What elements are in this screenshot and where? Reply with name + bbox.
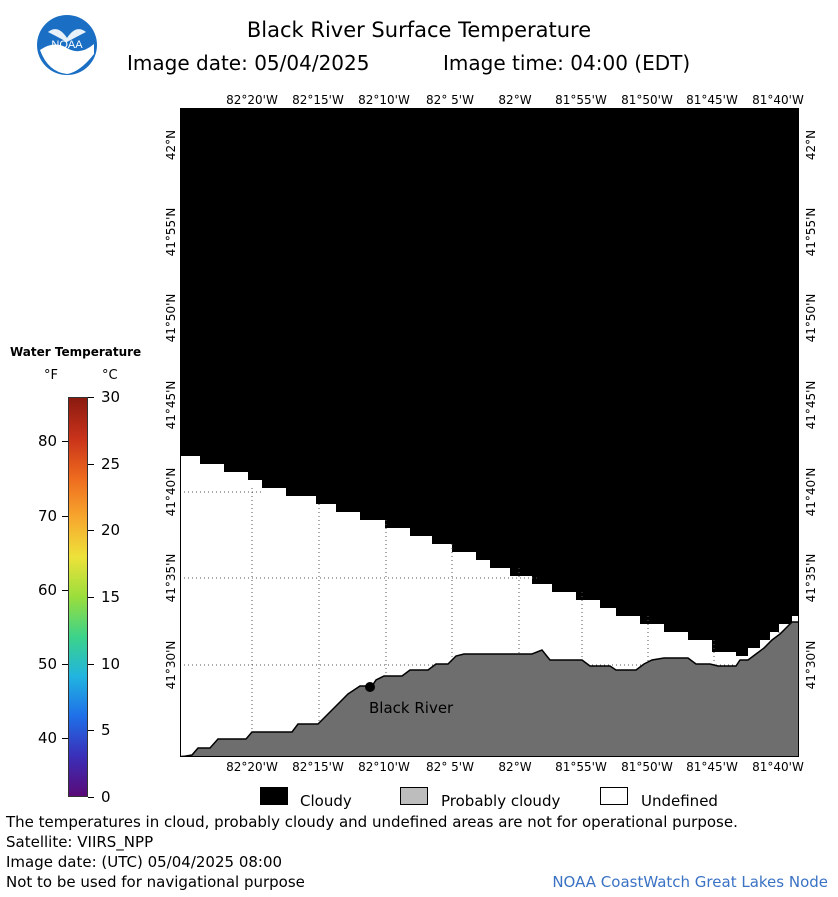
lon-tick-label: 81°50'W bbox=[621, 93, 673, 107]
celsius-tick-mark bbox=[88, 797, 94, 798]
fahrenheit-tick-mark bbox=[62, 589, 68, 591]
celsius-tick: 10 bbox=[101, 654, 121, 673]
lon-tick-label: 81°45'W bbox=[686, 760, 738, 774]
station-label: Black River bbox=[369, 699, 454, 717]
lon-tick-label: 81°40'W bbox=[752, 93, 804, 107]
map-panel: Black River bbox=[180, 108, 799, 757]
celsius-tick-mark bbox=[88, 463, 94, 465]
probably-cloudy-label: Probably cloudy bbox=[441, 792, 561, 810]
celsius-tick: 0 bbox=[101, 788, 111, 806]
lat-tick-label: 41°40'N bbox=[804, 467, 818, 517]
fahrenheit-tick-mark bbox=[62, 663, 68, 665]
celsius-tick: 15 bbox=[101, 588, 121, 606]
lat-tick-label: 41°45'N bbox=[164, 380, 178, 430]
lon-tick-label: 82° 5'W bbox=[426, 93, 474, 107]
celsius-tick: 5 bbox=[101, 721, 111, 740]
utc-image-date: Image date: (UTC) 05/04/2025 08:00 bbox=[6, 853, 283, 871]
cloudy-label: Cloudy bbox=[300, 792, 352, 810]
page-title: Black River Surface Temperature bbox=[246, 18, 592, 42]
noaa-logo: NOAA bbox=[36, 14, 98, 76]
celsius-tick: 30 bbox=[101, 388, 121, 406]
fahrenheit-tick-mark bbox=[62, 737, 68, 739]
fahrenheit-tick-mark bbox=[62, 441, 68, 443]
lon-tick-label: 81°45'W bbox=[686, 93, 738, 107]
celsius-tick-mark bbox=[88, 663, 94, 665]
lat-tick-label: 42°N bbox=[164, 129, 178, 161]
celsius-tick-mark bbox=[88, 597, 94, 598]
shoreline bbox=[180, 621, 799, 757]
undefined-swatch bbox=[600, 787, 628, 805]
disclaimer: The temperatures in cloud, probably clou… bbox=[6, 813, 738, 831]
lon-tick-label: 82°15'W bbox=[292, 93, 344, 107]
celsius-tick: 25 bbox=[101, 454, 121, 473]
lat-tick-label: 41°55'N bbox=[164, 207, 178, 257]
lat-tick-label: 41°30'N bbox=[804, 640, 818, 690]
lon-tick-label: 82°10'W bbox=[358, 93, 410, 107]
fahrenheit-tick: 70 bbox=[38, 506, 58, 525]
cloudy-swatch bbox=[260, 787, 288, 805]
lat-tick-label: 41°30'N bbox=[164, 640, 178, 690]
lat-tick-label: 41°50'N bbox=[164, 293, 178, 343]
lat-tick-label: 41°35'N bbox=[164, 553, 178, 603]
credit-link[interactable]: NOAA CoastWatch Great Lakes Node bbox=[552, 873, 828, 891]
lon-tick-label: 81°55'W bbox=[555, 760, 607, 774]
lon-tick-label: 81°40'W bbox=[752, 760, 804, 774]
lat-tick-label: 42°N bbox=[804, 129, 818, 161]
fahrenheit-tick-mark bbox=[62, 515, 68, 517]
unit-fahrenheit: °F bbox=[44, 368, 58, 383]
lon-tick-label: 82°20'W bbox=[226, 93, 278, 107]
lon-tick-label: 81°55'W bbox=[555, 93, 607, 107]
colorbar-title: Water Temperature bbox=[10, 345, 142, 359]
celsius-tick-mark bbox=[88, 530, 94, 532]
lon-tick-label: 82°15'W bbox=[292, 760, 344, 774]
station-marker bbox=[365, 682, 375, 692]
lon-tick-label: 82°W bbox=[498, 760, 532, 774]
satellite-info: Satellite: VIIRS_NPP bbox=[6, 833, 154, 851]
lon-tick-label: 81°50'W bbox=[621, 760, 673, 774]
unit-celsius: °C bbox=[102, 368, 118, 383]
lon-tick-label: 82° 5'W bbox=[426, 760, 474, 774]
probably-cloudy-swatch bbox=[400, 787, 428, 805]
image-date: Image date: 05/04/2025 bbox=[127, 51, 370, 75]
undefined-label: Undefined bbox=[641, 792, 718, 810]
lat-tick-label: 41°45'N bbox=[804, 380, 818, 430]
fahrenheit-tick: 60 bbox=[38, 580, 58, 599]
lon-tick-label: 82°10'W bbox=[358, 760, 410, 774]
celsius-tick-mark bbox=[88, 730, 94, 732]
image-time: Image time: 04:00 (EDT) bbox=[443, 51, 691, 75]
lat-tick-label: 41°55'N bbox=[804, 207, 818, 257]
logo-text: NOAA bbox=[51, 39, 83, 51]
colorbar bbox=[68, 397, 88, 797]
fahrenheit-tick: 50 bbox=[38, 654, 58, 673]
map-border bbox=[180, 108, 799, 757]
fahrenheit-tick: 80 bbox=[38, 432, 58, 451]
celsius-tick-mark bbox=[88, 397, 94, 398]
lon-tick-label: 82°20'W bbox=[226, 760, 278, 774]
lat-tick-label: 41°50'N bbox=[804, 293, 818, 343]
lon-tick-label: 82°W bbox=[498, 93, 532, 107]
lat-tick-label: 41°40'N bbox=[164, 467, 178, 517]
navigation-warning: Not to be used for navigational purpose bbox=[6, 873, 305, 891]
cloud-area bbox=[180, 108, 799, 656]
lat-tick-label: 41°35'N bbox=[804, 553, 818, 603]
celsius-tick: 20 bbox=[101, 521, 121, 540]
fahrenheit-tick: 40 bbox=[38, 728, 58, 747]
